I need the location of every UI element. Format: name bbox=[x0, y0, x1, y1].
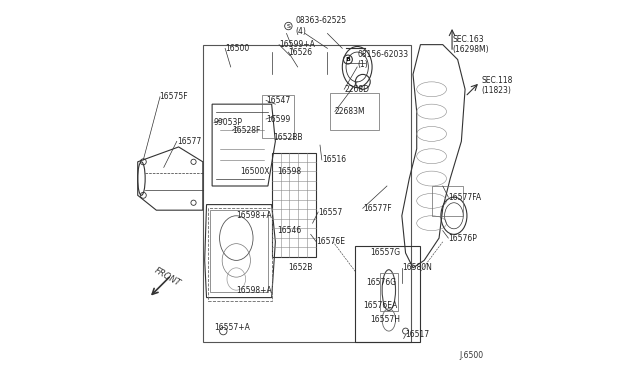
Text: 16577: 16577 bbox=[177, 137, 201, 146]
Text: 16528F: 16528F bbox=[232, 126, 261, 135]
Bar bbox=[262, 95, 294, 138]
Text: B: B bbox=[346, 57, 350, 62]
Text: 16547: 16547 bbox=[266, 96, 291, 105]
Text: 08363-62525
(4): 08363-62525 (4) bbox=[296, 16, 347, 36]
Text: 16500X: 16500X bbox=[240, 167, 269, 176]
Text: 16576E: 16576E bbox=[316, 237, 346, 246]
Text: 16598+A: 16598+A bbox=[236, 211, 272, 220]
Bar bbox=[330, 93, 379, 130]
Text: 16576EA: 16576EA bbox=[363, 301, 397, 310]
Text: 16599: 16599 bbox=[266, 115, 291, 124]
Text: 16517: 16517 bbox=[406, 330, 429, 339]
Text: 16557G: 16557G bbox=[370, 248, 401, 257]
Text: 99053P: 99053P bbox=[214, 118, 243, 127]
Text: 16516: 16516 bbox=[322, 155, 346, 164]
Text: 16577F: 16577F bbox=[363, 204, 392, 213]
Text: 16598+A: 16598+A bbox=[236, 286, 272, 295]
Bar bbox=[355, 246, 420, 342]
Text: 16526: 16526 bbox=[289, 48, 312, 57]
Bar bbox=[380, 273, 398, 311]
Text: 16577FA: 16577FA bbox=[449, 193, 481, 202]
Text: 1652B: 1652B bbox=[289, 263, 313, 272]
Text: 16575F: 16575F bbox=[159, 92, 188, 101]
Text: 08156-62033
(1): 08156-62033 (1) bbox=[357, 50, 408, 69]
Text: FRONT: FRONT bbox=[153, 266, 182, 288]
Text: 16576P: 16576P bbox=[449, 234, 477, 243]
Text: 16500: 16500 bbox=[225, 44, 250, 53]
Bar bbox=[203, 45, 411, 342]
Text: 1652BB: 1652BB bbox=[273, 133, 303, 142]
Text: SEC.163
(16298M): SEC.163 (16298M) bbox=[452, 35, 489, 54]
Text: 16598: 16598 bbox=[277, 167, 301, 176]
Text: 16580N: 16580N bbox=[402, 263, 432, 272]
Text: J.6500: J.6500 bbox=[460, 351, 484, 360]
Text: 16557+A: 16557+A bbox=[214, 323, 250, 332]
Text: S: S bbox=[287, 23, 291, 29]
Text: 16599+A: 16599+A bbox=[279, 40, 315, 49]
Text: 22683M: 22683M bbox=[335, 107, 365, 116]
Text: 16546: 16546 bbox=[277, 226, 301, 235]
Bar bbox=[271, 153, 316, 257]
Bar bbox=[211, 210, 268, 292]
Bar bbox=[209, 208, 271, 301]
Text: 16557H: 16557H bbox=[370, 315, 400, 324]
Text: 2268D: 2268D bbox=[344, 85, 369, 94]
Text: 16557: 16557 bbox=[318, 208, 342, 217]
Bar bbox=[431, 186, 463, 216]
Text: SEC.118
(11823): SEC.118 (11823) bbox=[482, 76, 513, 95]
Text: 16576G: 16576G bbox=[367, 278, 397, 287]
